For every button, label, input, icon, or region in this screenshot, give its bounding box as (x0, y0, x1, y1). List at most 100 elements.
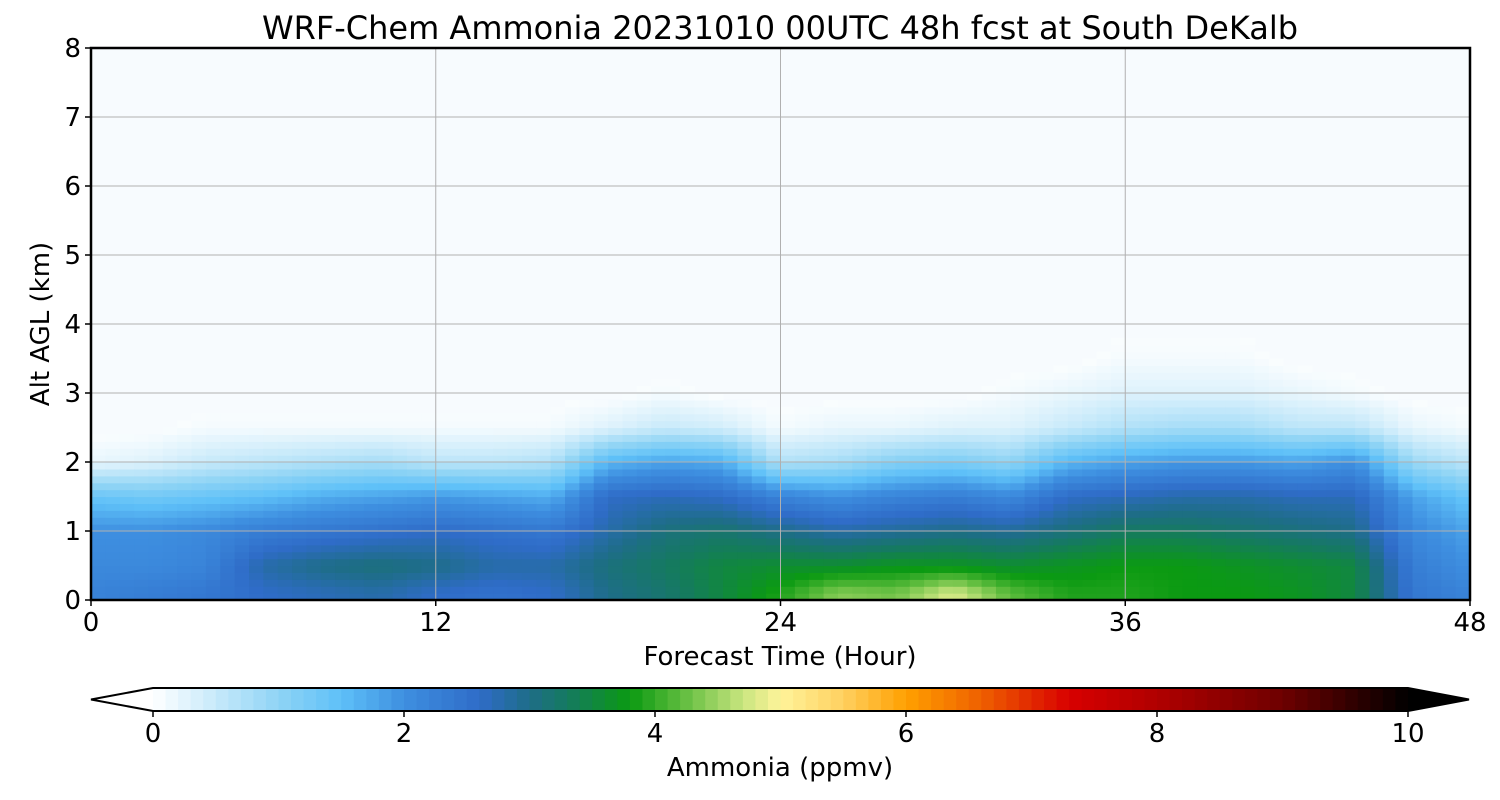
heatmap-cell (938, 565, 954, 573)
heatmap-cell (1426, 517, 1442, 525)
heatmap-cell (1125, 427, 1141, 435)
heatmap-cell (550, 406, 566, 415)
y-tick-label: 1 (64, 517, 81, 547)
heatmap-cell (1110, 337, 1126, 346)
heatmap-cell (1197, 365, 1213, 373)
heatmap-cell (794, 496, 810, 504)
heatmap-cell (895, 399, 911, 408)
heatmap-cell (407, 565, 422, 573)
heatmap-cell (134, 531, 150, 539)
heatmap-cell (521, 441, 537, 449)
heatmap-cell (679, 572, 695, 580)
heatmap-cell (1153, 434, 1169, 442)
heatmap-cell (881, 455, 897, 463)
heatmap-cell (679, 406, 695, 415)
heatmap-cell (191, 572, 207, 580)
heatmap-cell (1197, 386, 1213, 394)
heatmap-cell (263, 503, 279, 511)
heatmap-cell (478, 496, 494, 504)
heatmap-cell (1283, 393, 1299, 401)
heatmap-cell (1398, 468, 1414, 477)
heatmap-cell (450, 420, 466, 429)
colorbar-segment (278, 688, 292, 711)
heatmap-cell (1211, 379, 1227, 387)
heatmap-cell (967, 565, 983, 573)
heatmap-cell (1297, 475, 1313, 484)
heatmap-cell (1053, 558, 1069, 567)
heatmap-cell (478, 531, 494, 539)
heatmap-cell (320, 579, 336, 587)
heatmap-cell (579, 413, 595, 422)
heatmap-cell (363, 544, 379, 553)
heatmap-cell (407, 455, 422, 463)
heatmap-cell (1182, 365, 1198, 373)
heatmap-cell (981, 565, 997, 573)
heatmap-cell (536, 593, 552, 600)
heatmap-cell (895, 406, 911, 415)
heatmap-cell (1355, 537, 1371, 546)
heatmap-cell (608, 399, 624, 408)
heatmap-cell (1082, 593, 1098, 600)
heatmap-cell (119, 565, 135, 573)
heatmap-cell (780, 427, 796, 435)
heatmap-cell (708, 413, 724, 422)
heatmap-cell (636, 558, 652, 567)
heatmap-cell (1398, 565, 1414, 573)
heatmap-cell (407, 420, 422, 429)
heatmap-cell (995, 468, 1011, 477)
heatmap-cell (191, 524, 207, 532)
colorbar-segment (466, 688, 480, 711)
heatmap-cell (1340, 441, 1356, 449)
heatmap-cell (809, 551, 825, 560)
heatmap-cell (1139, 351, 1155, 360)
heatmap-cell (1455, 406, 1470, 415)
heatmap-cell (177, 496, 193, 504)
heatmap-cell (579, 572, 595, 580)
heatmap-cell (1426, 462, 1442, 470)
heatmap-cell (981, 434, 997, 442)
heatmap-cell (651, 482, 667, 491)
heatmap-cell (694, 496, 710, 504)
heatmap-cell (1182, 489, 1198, 498)
heatmap-cell (636, 468, 652, 477)
heatmap-cell (1096, 531, 1112, 539)
heatmap-cell (995, 420, 1011, 429)
colorbar-segment (1169, 688, 1183, 711)
heatmap-cell (794, 517, 810, 525)
heatmap-cell (1311, 517, 1327, 525)
heatmap-cell (866, 517, 882, 525)
heatmap-cell (1110, 372, 1126, 380)
heatmap-cell (579, 544, 595, 553)
heatmap-cell (1125, 572, 1141, 580)
heatmap-cell (1197, 482, 1213, 491)
heatmap-cell (1139, 531, 1155, 539)
heatmap-cell (938, 593, 954, 600)
heatmap-cell (306, 496, 322, 504)
heatmap-cell (1067, 558, 1083, 567)
heatmap-cell (450, 462, 466, 470)
heatmap-cell (708, 517, 724, 525)
heatmap-cell (521, 413, 537, 422)
heatmap-cell (1153, 406, 1169, 415)
heatmap-cell (1010, 524, 1026, 532)
heatmap-cell (895, 489, 911, 498)
heatmap-cell (708, 462, 724, 470)
heatmap-cell (91, 517, 106, 525)
heatmap-cell (407, 489, 422, 498)
heatmap-cell (91, 593, 106, 600)
heatmap-cell (292, 510, 308, 518)
heatmap-cell (809, 441, 825, 449)
heatmap-cell (1326, 586, 1342, 594)
heatmap-cell (924, 544, 940, 553)
heatmap-cell (723, 558, 738, 567)
heatmap-cell (521, 455, 537, 463)
heatmap-cell (1010, 420, 1026, 429)
heatmap-cell (478, 537, 494, 546)
heatmap-cell (1067, 517, 1083, 525)
colorbar-segment (805, 688, 819, 711)
heatmap-cell (1383, 427, 1399, 435)
heatmap-cell (1225, 434, 1241, 442)
heatmap-cell (521, 524, 537, 532)
heatmap-cell (938, 586, 954, 594)
heatmap-cell (837, 496, 853, 504)
